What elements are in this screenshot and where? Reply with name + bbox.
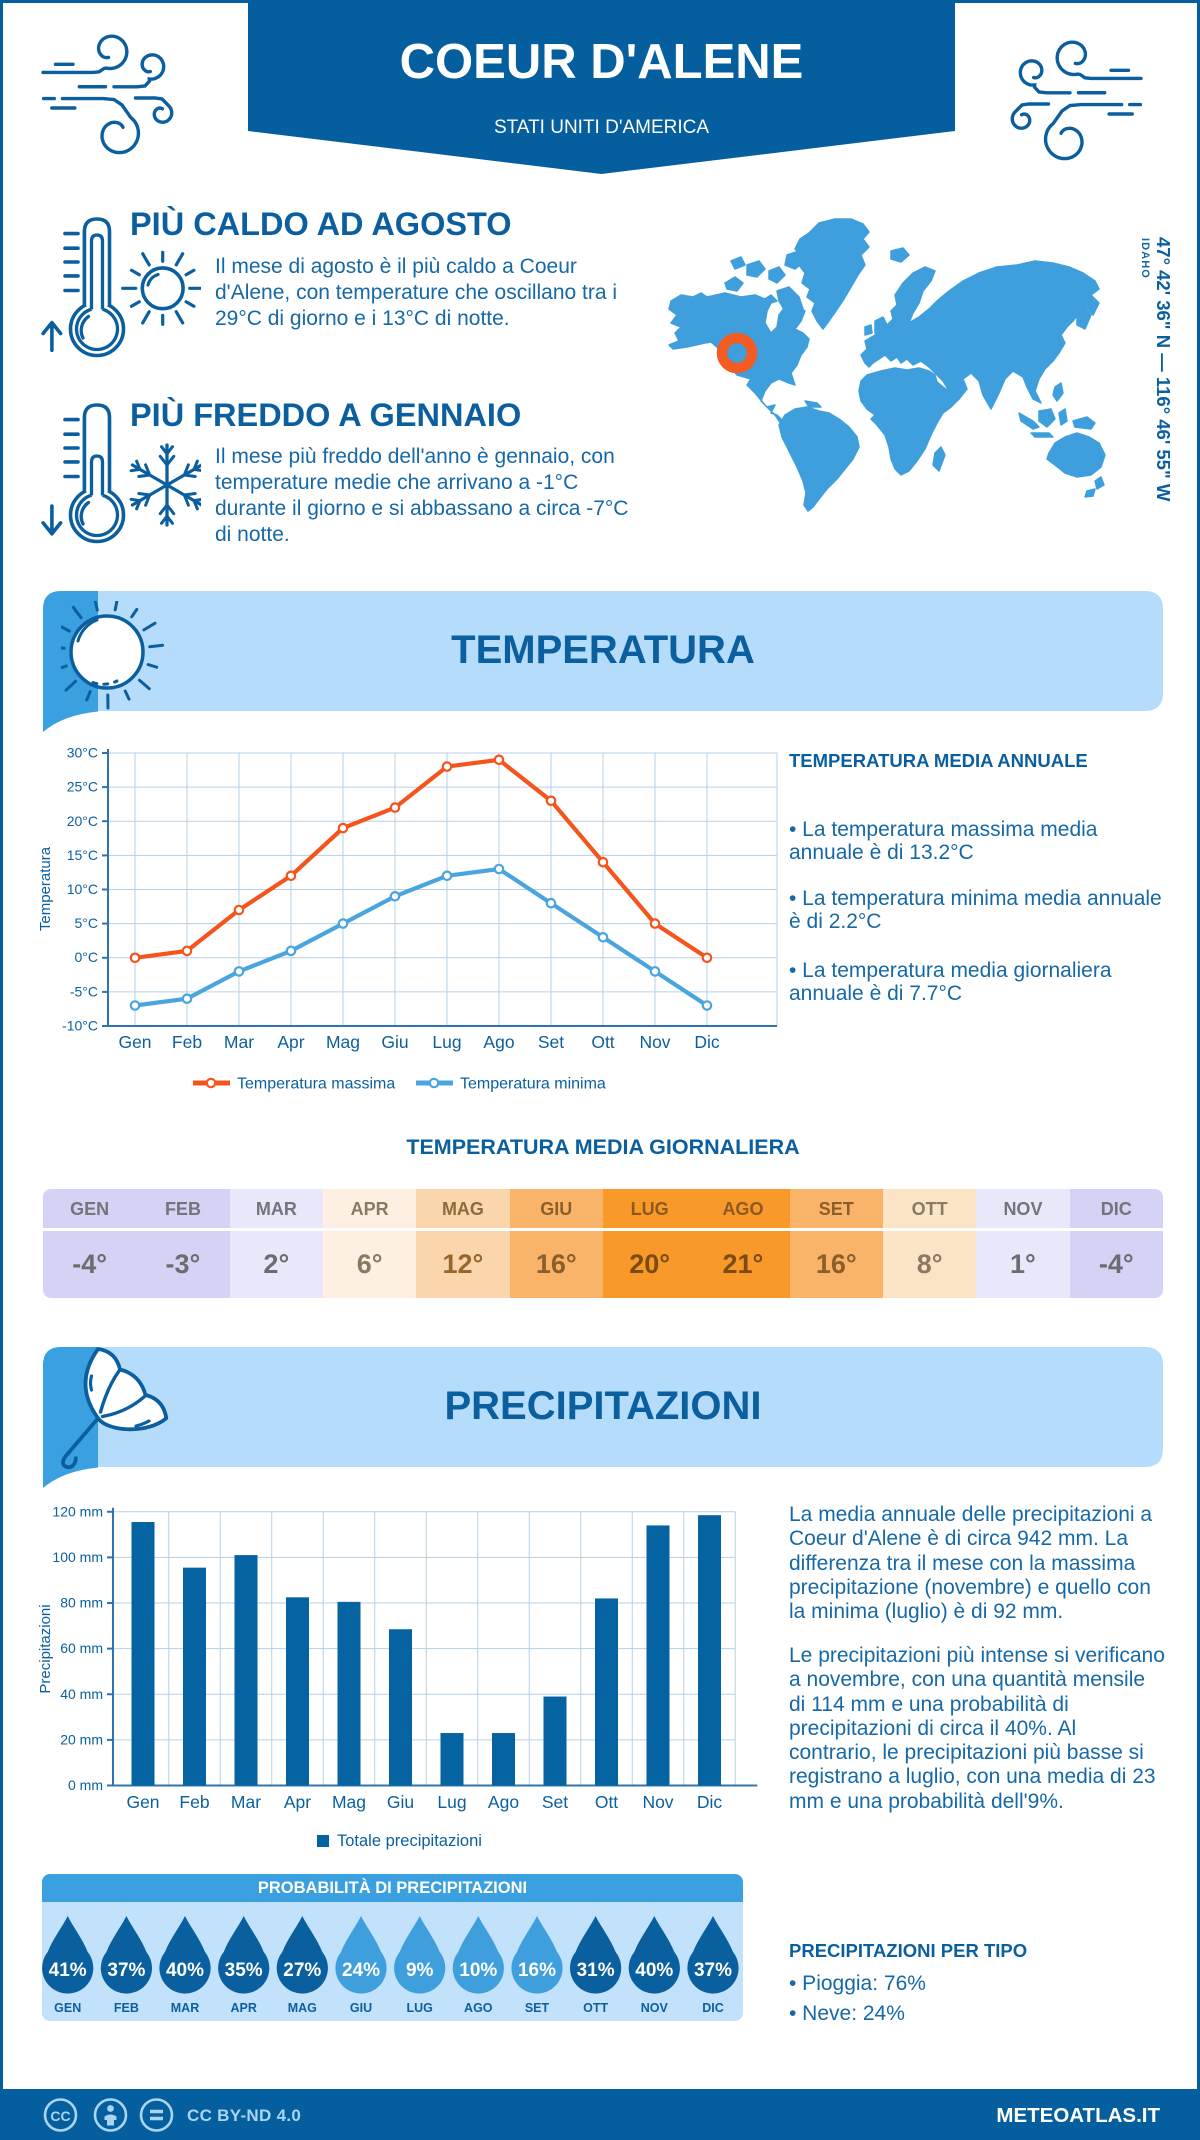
svg-text:41%: 41% — [49, 1960, 87, 1981]
svg-text:Precipitazioni: Precipitazioni — [37, 1604, 54, 1693]
svg-text:80 mm: 80 mm — [60, 1595, 103, 1611]
svg-text:Set: Set — [538, 1032, 564, 1052]
svg-text:30°C: 30°C — [67, 745, 98, 761]
svg-text:40 mm: 40 mm — [60, 1686, 103, 1702]
svg-text:Mag: Mag — [326, 1032, 360, 1052]
svg-text:Apr: Apr — [277, 1032, 304, 1052]
svg-text:Ott: Ott — [595, 1792, 618, 1812]
svg-text:FEB: FEB — [114, 2001, 139, 2015]
svg-text:Apr: Apr — [284, 1792, 311, 1812]
svg-text:Dic: Dic — [694, 1032, 720, 1052]
svg-text:Nov: Nov — [639, 1032, 670, 1052]
svg-text:Temperatura: Temperatura — [37, 846, 54, 931]
svg-text:120 mm: 120 mm — [52, 1503, 103, 1519]
svg-text:Totale precipitazioni: Totale precipitazioni — [337, 1832, 482, 1850]
svg-text:0°C: 0°C — [75, 949, 99, 965]
svg-text:Giu: Giu — [381, 1032, 408, 1052]
svg-text:Gen: Gen — [126, 1792, 159, 1812]
svg-text:Feb: Feb — [172, 1032, 202, 1052]
svg-text:9%: 9% — [406, 1960, 434, 1981]
svg-text:37%: 37% — [107, 1960, 145, 1981]
svg-text:Dic: Dic — [697, 1792, 723, 1812]
svg-text:16%: 16% — [518, 1960, 556, 1981]
svg-text:NOV: NOV — [641, 2001, 669, 2015]
svg-text:Mar: Mar — [224, 1032, 254, 1052]
svg-text:Lug: Lug — [437, 1792, 466, 1812]
svg-text:Mar: Mar — [231, 1792, 261, 1812]
svg-text:GIU: GIU — [350, 2001, 372, 2015]
svg-text:-10°C: -10°C — [62, 1018, 98, 1034]
svg-text:Gen: Gen — [118, 1032, 151, 1052]
svg-text:5°C: 5°C — [75, 915, 99, 931]
svg-text:GEN: GEN — [54, 2001, 81, 2015]
svg-text:40%: 40% — [166, 1960, 204, 1981]
svg-text:100 mm: 100 mm — [52, 1549, 103, 1565]
svg-text:Giu: Giu — [387, 1792, 414, 1812]
svg-text:15°C: 15°C — [67, 847, 98, 863]
svg-text:Feb: Feb — [179, 1792, 209, 1812]
svg-text:20°C: 20°C — [67, 813, 98, 829]
svg-text:MAR: MAR — [171, 2001, 199, 2015]
svg-text:Mag: Mag — [332, 1792, 366, 1812]
svg-text:40%: 40% — [635, 1960, 673, 1981]
svg-text:OTT: OTT — [583, 2001, 608, 2015]
svg-text:37%: 37% — [694, 1960, 732, 1981]
svg-text:0 mm: 0 mm — [68, 1777, 103, 1793]
svg-text:APR: APR — [230, 2001, 256, 2015]
svg-text:27%: 27% — [283, 1960, 321, 1981]
svg-text:AGO: AGO — [464, 2001, 493, 2015]
svg-text:Nov: Nov — [642, 1792, 673, 1812]
svg-text:24%: 24% — [342, 1960, 380, 1981]
svg-text:SET: SET — [525, 2001, 550, 2015]
svg-text:Ago: Ago — [483, 1032, 514, 1052]
svg-text:20 mm: 20 mm — [60, 1731, 103, 1747]
svg-text:Temperatura massima: Temperatura massima — [237, 1076, 395, 1093]
svg-text:-5°C: -5°C — [70, 983, 98, 999]
svg-text:Lug: Lug — [432, 1032, 461, 1052]
svg-text:31%: 31% — [577, 1960, 615, 1981]
svg-text:10°C: 10°C — [67, 881, 98, 897]
svg-text:Ott: Ott — [591, 1032, 614, 1052]
svg-text:CC: CC — [50, 2108, 70, 2124]
svg-text:60 mm: 60 mm — [60, 1640, 103, 1656]
svg-text:Ago: Ago — [488, 1792, 519, 1812]
svg-text:Temperatura minima: Temperatura minima — [460, 1076, 606, 1093]
svg-text:10%: 10% — [459, 1960, 497, 1981]
svg-text:DIC: DIC — [702, 2001, 724, 2015]
svg-text:LUG: LUG — [407, 2001, 433, 2015]
svg-text:25°C: 25°C — [67, 779, 98, 795]
svg-text:Set: Set — [542, 1792, 568, 1812]
svg-text:35%: 35% — [225, 1960, 263, 1981]
svg-text:MAG: MAG — [288, 2001, 317, 2015]
